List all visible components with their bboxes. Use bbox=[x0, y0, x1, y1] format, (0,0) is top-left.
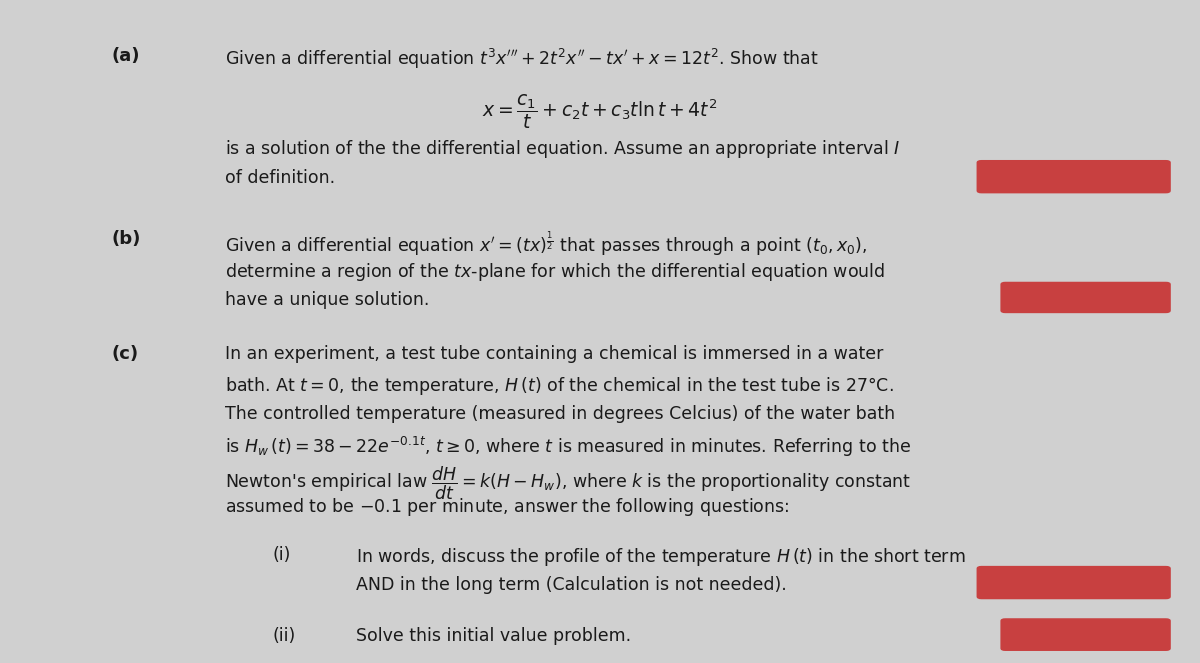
Text: In an experiment, a test tube containing a chemical is immersed in a water: In an experiment, a test tube containing… bbox=[224, 345, 883, 363]
Text: (c): (c) bbox=[112, 345, 138, 363]
Text: [4]: [4] bbox=[1040, 295, 1062, 310]
Text: In words, discuss the profile of the temperature $H\,(t)$ in the short term: In words, discuss the profile of the tem… bbox=[355, 546, 965, 568]
Text: (i): (i) bbox=[272, 546, 290, 564]
Text: determine a region of the $tx$-plane for which the differential equation would: determine a region of the $tx$-plane for… bbox=[224, 261, 884, 283]
Text: of definition.: of definition. bbox=[224, 169, 335, 187]
Text: AND in the long term (Calculation is not needed).: AND in the long term (Calculation is not… bbox=[355, 576, 786, 594]
Text: Given a differential equation $x' = (tx)^{\frac{1}{2}}$ that passes through a po: Given a differential equation $x' = (tx)… bbox=[224, 230, 866, 258]
Text: is $H_w\,(t) = 38 - 22e^{-0.1t}$, $t \geq 0$, where $t$ is measured in minutes. : is $H_w\,(t) = 38 - 22e^{-0.1t}$, $t \ge… bbox=[224, 435, 911, 459]
Text: (b): (b) bbox=[112, 230, 140, 248]
Text: have a unique solution.: have a unique solution. bbox=[224, 291, 430, 309]
Text: Solve this initial value problem.: Solve this initial value problem. bbox=[355, 627, 631, 645]
FancyBboxPatch shape bbox=[977, 566, 1171, 599]
Text: The controlled temperature (measured in degrees Celcius) of the water bath: The controlled temperature (measured in … bbox=[224, 405, 895, 423]
Text: $x = \dfrac{c_1}{t} + c_2 t + c_3 t\ln t + 4t^2$: $x = \dfrac{c_1}{t} + c_2 t + c_3 t\ln t… bbox=[482, 93, 718, 131]
Text: (ii): (ii) bbox=[272, 627, 295, 645]
Text: [5 marks]: [5 marks] bbox=[988, 173, 1058, 188]
FancyBboxPatch shape bbox=[1001, 618, 1171, 651]
Text: is a solution of the the differential equation. Assume an appropriate interval $: is a solution of the the differential eq… bbox=[224, 139, 900, 160]
FancyBboxPatch shape bbox=[1001, 282, 1171, 313]
Text: Newton's empirical law $\dfrac{dH}{dt} = k(H - H_w)$, where $k$ is the proportio: Newton's empirical law $\dfrac{dH}{dt} =… bbox=[224, 465, 911, 503]
Text: [7]: [7] bbox=[1040, 631, 1062, 646]
Text: (a): (a) bbox=[112, 46, 140, 65]
Text: bath. At $t = 0$, the temperature, $H\,(t)$ of the chemical in the test tube is : bath. At $t = 0$, the temperature, $H\,(… bbox=[224, 375, 893, 396]
Text: assumed to be $-0.1$ per minute, answer the following questions:: assumed to be $-0.1$ per minute, answer … bbox=[224, 497, 790, 518]
Text: Given a differential equation $t^3x''' + 2t^2x'' - tx' + x = 12t^2$. Show that: Given a differential equation $t^3x''' +… bbox=[224, 46, 818, 71]
Text: [5 marks]: [5 marks] bbox=[988, 580, 1058, 595]
FancyBboxPatch shape bbox=[977, 160, 1171, 194]
